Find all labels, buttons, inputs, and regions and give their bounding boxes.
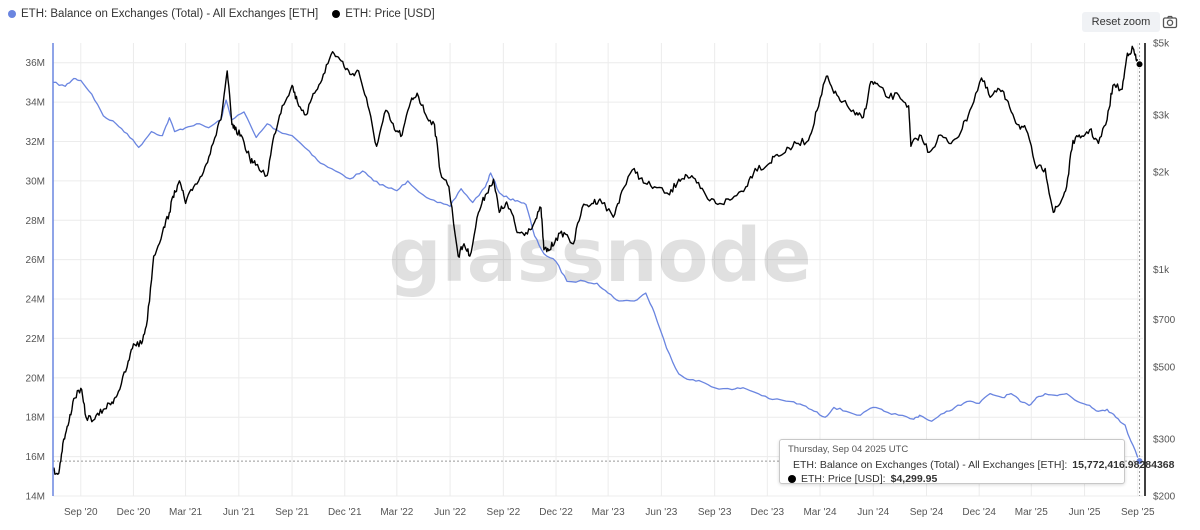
x-tick-label: Sep '25 [1121,507,1155,518]
legend: ETH: Balance on Exchanges (Total) - All … [8,8,435,20]
y-left-tick-label: 36M [26,58,45,69]
y-right-tick-label: $300 [1153,434,1176,445]
y-left-tick-label: 24M [26,295,45,306]
legend-dot-balance [8,10,16,18]
y-right-tick-label: $700 [1153,315,1176,326]
y-left-tick-label: 14M [26,492,45,503]
series-layer [52,45,1141,475]
grid-layer [53,43,1143,497]
tooltip-dot-price [788,475,796,483]
axis-layer: 14M 16M 18M 20M 22M 24M 26M 28M 30M 32M 34M 36M $200… [26,39,1176,519]
x-tick-label: Dec '24 [962,507,996,518]
tooltip-price-label: ETH: Price [USD]: [801,473,886,485]
legend-item-price[interactable]: ETH: Price [USD] [332,8,435,20]
y-left-tick-label: 32M [26,137,45,148]
x-tick-label: Dec '22 [539,507,573,518]
y-right-tick-label: $2k [1153,167,1170,178]
x-tick-label: Jun '25 [1069,507,1101,518]
tooltip-price-value: $4,299.95 [890,473,938,485]
hover-marker-price [1135,60,1144,69]
x-tick-label: Mar '24 [803,507,836,518]
x-tick-label: Dec '21 [328,507,362,518]
y-left-tick-label: 30M [26,176,45,187]
y-right-tick-label: $1k [1153,265,1170,276]
x-tick-label: Sep '24 [910,507,944,518]
legend-label-balance: ETH: Balance on Exchanges (Total) - All … [21,8,319,20]
y-left-tick-label: 20M [26,373,45,384]
x-tick-label: Sep '20 [64,507,98,518]
x-tick-label: Sep '22 [487,507,521,518]
tooltip-row-balance: ETH: Balance on Exchanges (Total) - All … [788,459,1174,471]
tooltip: Thursday, Sep 04 2025 UTC ETH: Balance o… [779,439,1174,485]
legend-label-price: ETH: Price [USD] [345,8,435,20]
x-tick-label: Mar '25 [1015,507,1048,518]
reset-zoom-button[interactable]: Reset zoom [1082,12,1160,32]
x-tick-label: Mar '22 [380,507,413,518]
camera-icon[interactable] [1162,14,1178,30]
y-right-tick-label: $3k [1153,110,1170,121]
y-left-tick-label: 26M [26,255,45,266]
y-left-tick-label: 18M [26,413,45,424]
x-tick-label: Mar '23 [592,507,625,518]
tooltip-row-price: ETH: Price [USD]: $4,299.95 [788,473,1116,485]
x-tick-label: Dec '20 [117,507,151,518]
series-line-price [52,45,1141,475]
x-tick-label: Jun '22 [434,507,466,518]
y-left-tick-label: 34M [26,98,45,109]
x-tick-label: Mar '21 [169,507,202,518]
x-tick-label: Sep '21 [275,507,309,518]
y-left-tick-label: 16M [26,452,45,463]
hover-marker-balance [1135,457,1144,466]
y-right-tick-label: $500 [1153,363,1176,374]
legend-dot-price [332,10,341,18]
x-tick-label: Jun '23 [645,507,677,518]
x-tick-label: Jun '21 [223,507,255,518]
legend-item-balance[interactable]: ETH: Balance on Exchanges (Total) - All … [8,8,318,20]
y-right-tick-label: $5k [1153,39,1170,50]
y-left-tick-label: 28M [26,216,45,227]
tooltip-balance-label: ETH: Balance on Exchanges (Total) - All … [793,459,1068,471]
tooltip-balance-value: 15,772,416.98284368 [1072,459,1175,471]
tooltip-date: Thursday, Sep 04 2025 UTC [788,444,909,455]
y-right-tick-label: $200 [1153,492,1176,503]
x-tick-label: Jun '24 [857,507,889,518]
marker-layer [1135,60,1144,466]
x-tick-label: Sep '23 [698,507,732,518]
x-tick-label: Dec '23 [751,507,785,518]
y-left-tick-label: 22M [26,334,45,345]
